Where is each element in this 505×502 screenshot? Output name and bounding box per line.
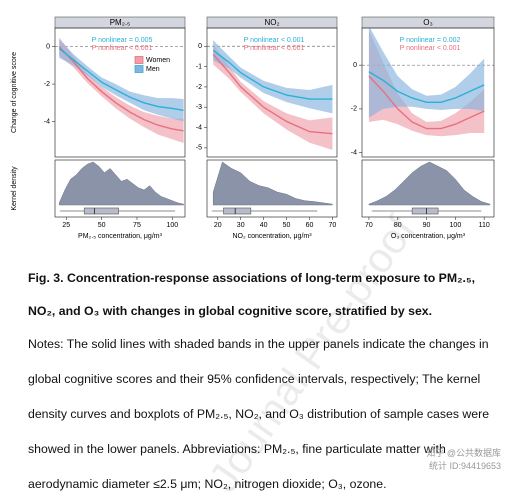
- legend-label: Men: [146, 66, 160, 73]
- curve: [212, 53, 333, 135]
- x-tick-label: 100: [166, 222, 178, 229]
- y-tick-label: -1: [196, 63, 202, 70]
- x-tick-label: 30: [237, 222, 245, 229]
- x-tick-label: 110: [479, 222, 490, 229]
- plot-area: [207, 40, 337, 150]
- curve: [368, 71, 485, 104]
- figure-notes: Notes: The solid lines with shaded bands…: [28, 337, 490, 491]
- y-tick-label: -4: [196, 124, 202, 131]
- y-tick-label: -3: [196, 104, 202, 111]
- p-value: P nonlinear < 0.001: [244, 45, 305, 52]
- x-axis-title: NO₂ concentration, μg/m³: [232, 233, 312, 240]
- p-value: P nonlinear < 0.001: [400, 45, 461, 52]
- box: [223, 207, 252, 215]
- panel-title: O₃: [423, 18, 432, 27]
- confidence-band: [59, 39, 184, 122]
- x-axis-title: O₃ concentration, μg/m³: [391, 233, 466, 240]
- curve: [212, 49, 333, 100]
- confidence-band: [213, 40, 333, 114]
- x-tick-label: 70: [329, 222, 337, 229]
- y-tick-label: -5: [196, 145, 202, 152]
- density-area: [58, 161, 184, 206]
- y-tick-label: -4: [351, 149, 357, 156]
- p-value: P nonlinear < 0.001: [92, 45, 153, 52]
- x-tick-label: 50: [98, 222, 106, 229]
- panel-title: NO₂: [264, 18, 279, 27]
- density-area: [212, 161, 333, 206]
- plot-area: [55, 37, 185, 143]
- legend-swatch: [134, 56, 144, 64]
- x-tick-label: 20: [214, 222, 222, 229]
- x-tick-label: 25: [62, 222, 70, 229]
- plot-border: [206, 27, 338, 158]
- curve: [58, 48, 184, 111]
- figure-caption: Fig. 3. Concentration-response associati…: [28, 271, 476, 318]
- density-title: Kernel density: [11, 166, 18, 211]
- x-tick-label: 80: [394, 222, 402, 229]
- density-border: [206, 159, 338, 218]
- y-tick-label: -2: [196, 84, 202, 91]
- y-tick-label: 0: [46, 44, 50, 51]
- plot-border: [54, 27, 186, 158]
- x-tick-label: 90: [423, 222, 431, 229]
- y-tick-label: 0: [198, 43, 202, 50]
- curve: [58, 46, 184, 132]
- p-value: P nonlinear = 0.002: [400, 37, 461, 44]
- density-border: [361, 159, 495, 218]
- p-value: P nonlinear < 0.001: [244, 37, 305, 44]
- confidence-band: [368, 28, 485, 118]
- p-value: P nonlinear = 0.005: [92, 37, 153, 44]
- y-tick-label: -2: [351, 106, 357, 113]
- x-tick-label: 50: [283, 222, 291, 229]
- curve: [368, 75, 485, 130]
- legend-label: Women: [146, 57, 170, 64]
- confidence-band: [59, 37, 184, 143]
- y-tick-label: 0: [353, 62, 357, 69]
- y-tick-label: -2: [44, 81, 50, 88]
- x-tick-label: 40: [260, 222, 268, 229]
- panel-title: PM₂.₅: [110, 18, 131, 27]
- y-tick-label: -4: [44, 118, 50, 125]
- confidence-band: [213, 44, 333, 150]
- density-border: [54, 159, 186, 218]
- density-area: [368, 161, 491, 206]
- x-tick-label: 70: [365, 222, 373, 229]
- box: [411, 207, 439, 215]
- x-tick-label: 60: [306, 222, 314, 229]
- x-tick-label: 100: [450, 222, 462, 229]
- y-axis-title: Change of cognitive score: [11, 52, 18, 133]
- x-axis-title: PM₂.₅ concentration, μg/m³: [78, 233, 163, 240]
- plot-area: [362, 28, 494, 137]
- corner-mark: 知乎 @公共数据库统计 ID:94419653: [426, 448, 501, 471]
- plot-border: [361, 27, 495, 158]
- box: [83, 207, 119, 215]
- x-tick-label: 75: [133, 222, 141, 229]
- legend-swatch: [134, 65, 144, 73]
